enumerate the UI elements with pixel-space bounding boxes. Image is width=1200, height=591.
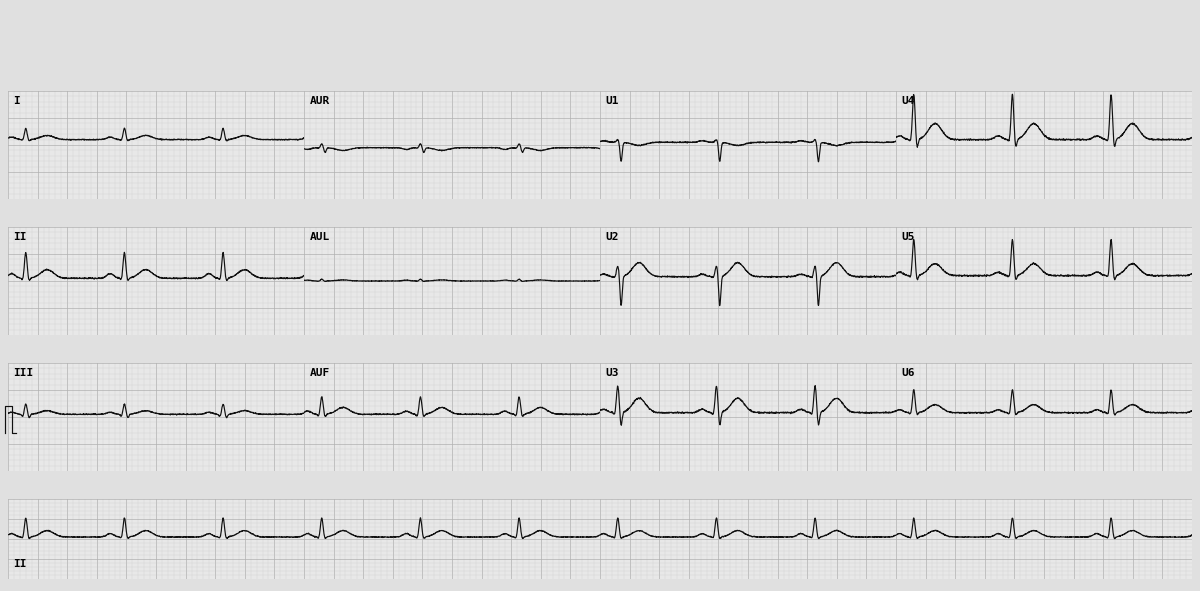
Text: U1: U1 <box>605 96 619 106</box>
Text: II: II <box>13 232 26 242</box>
Text: AUR: AUR <box>310 96 330 106</box>
Text: AUF: AUF <box>310 368 330 378</box>
Text: U6: U6 <box>901 368 914 378</box>
Text: U5: U5 <box>901 232 914 242</box>
Text: III: III <box>13 368 34 378</box>
Text: II: II <box>13 560 26 569</box>
Text: I: I <box>13 96 20 106</box>
Text: AUL: AUL <box>310 232 330 242</box>
Text: U4: U4 <box>901 96 914 106</box>
Text: U2: U2 <box>605 232 619 242</box>
Text: U3: U3 <box>605 368 619 378</box>
